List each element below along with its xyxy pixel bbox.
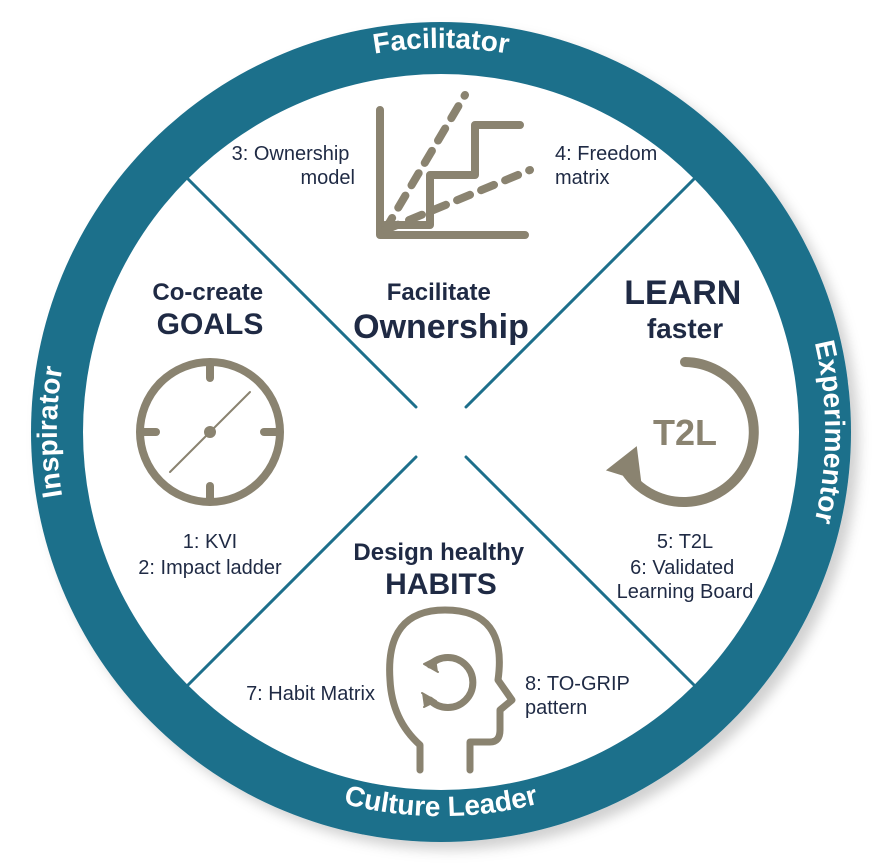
- ring-label-left: Inspirator: [32, 364, 68, 501]
- quadrant-left-title: Co-create GOALS: [152, 279, 267, 341]
- t2l-label: T2L: [653, 412, 717, 453]
- agile-leadership-wheel: Facilitator Experimentor Culture Leader …: [0, 0, 882, 865]
- item-1-kvi: 1: KVI: [183, 531, 237, 553]
- item-7-habit-matrix: 7: Habit Matrix: [246, 683, 375, 705]
- item-2-impact-ladder: 2: Impact ladder: [138, 557, 282, 579]
- item-5-t2l: 5: T2L: [657, 531, 713, 553]
